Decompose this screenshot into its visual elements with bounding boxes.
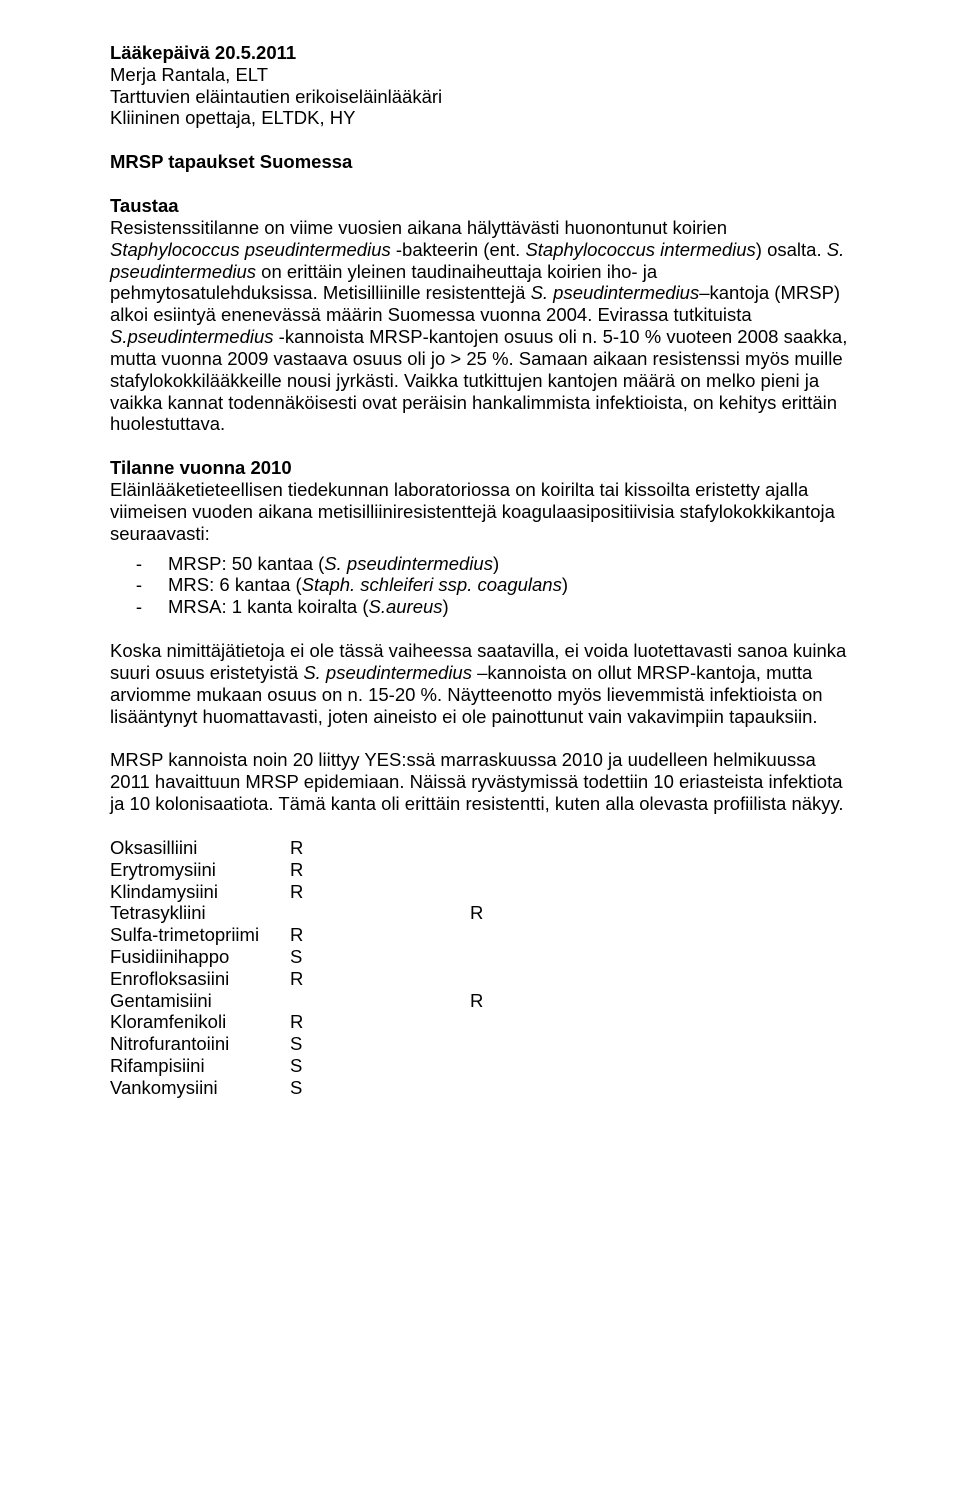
list-bullet: -: [110, 574, 168, 596]
table-row: Sulfa-trimetopriimiR: [110, 924, 850, 946]
tilanne-heading: Tilanne vuonna 2010: [110, 457, 292, 478]
text-run: ) osalta.: [756, 239, 827, 260]
antibiotic-name: Gentamisiini: [110, 990, 290, 1012]
antibiotic-name: Vankomysiini: [110, 1077, 290, 1099]
species-name: Staphylococcus intermedius: [525, 239, 755, 260]
tilanne-p3: MRSP kannoista noin 20 liittyy YES:ssä m…: [110, 749, 850, 814]
resistance-value: R: [470, 990, 483, 1012]
list-item-text: MRSA: 1 kanta koiralta (S.aureus): [168, 596, 449, 618]
header-date: Lääkepäivä 20.5.2011: [110, 42, 296, 63]
table-row: Gentamisiini R: [110, 990, 850, 1012]
table-row: EnrofloksasiiniR: [110, 968, 850, 990]
species-name: S.pseudintermedius: [110, 326, 274, 347]
resistance-value: R: [290, 968, 470, 990]
strain-list: -MRSP: 50 kantaa (S. pseudintermedius)-M…: [110, 553, 850, 618]
list-item: -MRSA: 1 kanta koiralta (S.aureus): [110, 596, 850, 618]
antibiotic-name: Tetrasykliini: [110, 902, 290, 924]
antibiotic-name: Oksasilliini: [110, 837, 290, 859]
antibiotic-name: Fusidiinihappo: [110, 946, 290, 968]
table-row: VankomysiiniS: [110, 1077, 850, 1099]
resistance-value: [290, 902, 470, 924]
tilanne-block: Tilanne vuonna 2010 Eläinlääketieteellis…: [110, 457, 850, 544]
text-run: -bakteerin (ent.: [391, 239, 526, 260]
antibiotic-name: Kloramfenikoli: [110, 1011, 290, 1033]
list-item: -MRSP: 50 kantaa (S. pseudintermedius): [110, 553, 850, 575]
resistance-value: R: [290, 881, 470, 903]
table-row: Tetrasykliini R: [110, 902, 850, 924]
header-role1: Tarttuvien eläintautien erikoiseläinlääk…: [110, 86, 442, 107]
resistance-value: S: [290, 1077, 470, 1099]
antibiotic-name: Sulfa-trimetopriimi: [110, 924, 290, 946]
resistance-value: R: [290, 859, 470, 881]
resistance-value: R: [290, 1011, 470, 1033]
resistance-value: S: [290, 1055, 470, 1077]
list-item-text: MRS: 6 kantaa (Staph. schleiferi ssp. co…: [168, 574, 568, 596]
list-bullet: -: [110, 596, 168, 618]
tilanne-p2: Koska nimittäjätietoja ei ole tässä vaih…: [110, 640, 850, 727]
resistance-profile-table: OksasilliiniRErytromysiiniRKlindamysiini…: [110, 837, 850, 1099]
resistance-value: S: [290, 946, 470, 968]
antibiotic-name: Enrofloksasiini: [110, 968, 290, 990]
taustaa-text: Resistenssitilanne on viime vuosien aika…: [110, 217, 847, 434]
document-page: Lääkepäivä 20.5.2011 Merja Rantala, ELT …: [0, 0, 960, 1511]
table-row: KloramfenikoliR: [110, 1011, 850, 1033]
species-name: S. pseudintermedius: [303, 662, 472, 683]
resistance-value: R: [290, 837, 470, 859]
antibiotic-name: Rifampisiini: [110, 1055, 290, 1077]
table-row: OksasilliiniR: [110, 837, 850, 859]
header-author: Merja Rantala, ELT: [110, 64, 268, 85]
text-run: Resistenssitilanne on viime vuosien aika…: [110, 217, 727, 238]
antibiotic-name: Klindamysiini: [110, 881, 290, 903]
list-item: -MRS: 6 kantaa (Staph. schleiferi ssp. c…: [110, 574, 850, 596]
species-name: Staphylococcus pseudintermedius: [110, 239, 391, 260]
resistance-value: [290, 990, 470, 1012]
antibiotic-name: Erytromysiini: [110, 859, 290, 881]
species-name: S. pseudintermedius: [531, 282, 700, 303]
resistance-value: R: [290, 924, 470, 946]
resistance-value: S: [290, 1033, 470, 1055]
antibiotic-name: Nitrofurantoiini: [110, 1033, 290, 1055]
list-bullet: -: [110, 553, 168, 575]
resistance-value: R: [470, 902, 483, 924]
table-row: NitrofurantoiiniS: [110, 1033, 850, 1055]
document-title: MRSP tapaukset Suomessa: [110, 151, 850, 173]
table-row: RifampisiiniS: [110, 1055, 850, 1077]
table-row: ErytromysiiniR: [110, 859, 850, 881]
table-row: KlindamysiiniR: [110, 881, 850, 903]
table-row: FusidiinihappoS: [110, 946, 850, 968]
list-item-text: MRSP: 50 kantaa (S. pseudintermedius): [168, 553, 499, 575]
taustaa-heading: Taustaa: [110, 195, 179, 216]
tilanne-intro: Eläinlääketieteellisen tiedekunnan labor…: [110, 479, 835, 544]
taustaa-block: Taustaa Resistenssitilanne on viime vuos…: [110, 195, 850, 435]
header-role2: Kliininen opettaja, ELTDK, HY: [110, 107, 355, 128]
